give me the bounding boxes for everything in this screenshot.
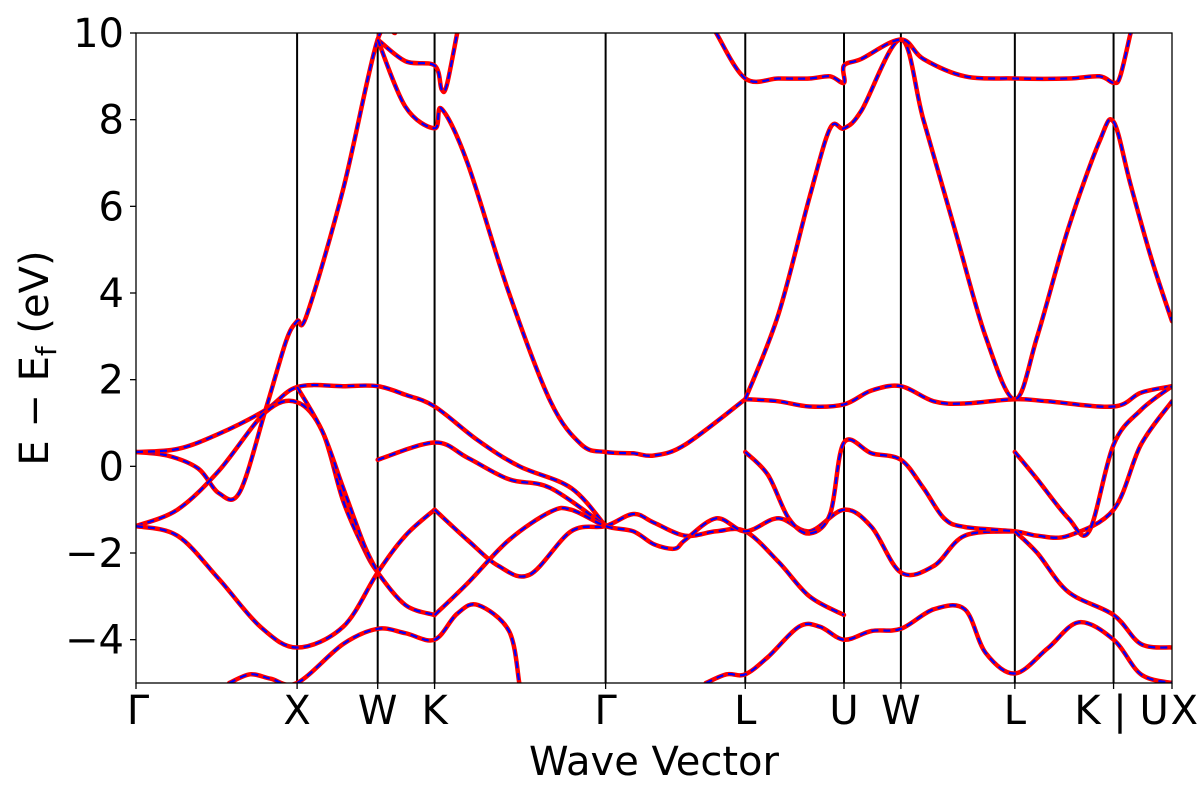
band-line-dashed [136, 399, 435, 617]
band-line-dashed [744, 400, 1172, 539]
x-tick-label: X [1171, 688, 1198, 734]
x-tick-label: L [734, 688, 757, 734]
band-line-dashed [377, 441, 607, 528]
x-tick-label: W [358, 688, 398, 734]
plot-background [136, 33, 1172, 683]
band-line-dashed [376, 39, 746, 457]
band-lines [136, 33, 1172, 683]
y-tick-label: 8 [99, 98, 124, 144]
band-line-dashed [433, 508, 845, 616]
y-tick-label: 4 [99, 271, 124, 317]
y-axis-label-unit: (eV) [12, 250, 58, 346]
band-line-dashed [296, 386, 379, 573]
plot-frame [135, 32, 1173, 684]
y-tick-label: −4 [65, 618, 124, 664]
band-line-dashed [377, 33, 459, 94]
x-tick-label: U [829, 688, 858, 734]
x-tick-label: K | U [1074, 688, 1168, 734]
y-tick-label: 6 [99, 184, 124, 230]
band-line-dashed [136, 33, 397, 501]
x-tick-label: X [283, 688, 310, 734]
band-line-solid [1012, 383, 1172, 538]
band-line-dashed [433, 506, 1015, 616]
band-line-dashed [136, 383, 607, 527]
x-tick-label: Γ [594, 688, 617, 734]
x-tick-label: K [421, 688, 449, 734]
x-tick-label: L [1004, 688, 1027, 734]
y-tick-label: −2 [65, 531, 124, 577]
band-line-dashed [228, 603, 521, 683]
kpoint-lines [296, 33, 1115, 683]
x-axis-label: Wave Vector [529, 739, 780, 785]
x-tick-label: Γ [127, 688, 150, 734]
band-line-dashed [136, 508, 436, 649]
y-axis-ticks: 10 8 6 4 2 0 −2 −4 [65, 11, 136, 664]
band-line-dashed [705, 604, 1172, 683]
x-tick-label: W [881, 688, 921, 734]
band-line-dashed [744, 38, 1172, 401]
band-line-dashed [715, 33, 1132, 85]
y-axis-label-subscript: f [30, 345, 63, 356]
y-axis-label: E − Ef (eV) [12, 250, 63, 465]
band-line-dashed [745, 384, 1172, 408]
y-tick-label: 0 [99, 444, 124, 490]
y-axis-label-main: E − E [12, 356, 58, 466]
y-tick-label: 10 [73, 11, 124, 57]
band-line-dashed [1014, 530, 1172, 649]
y-tick-label: 2 [99, 358, 124, 404]
